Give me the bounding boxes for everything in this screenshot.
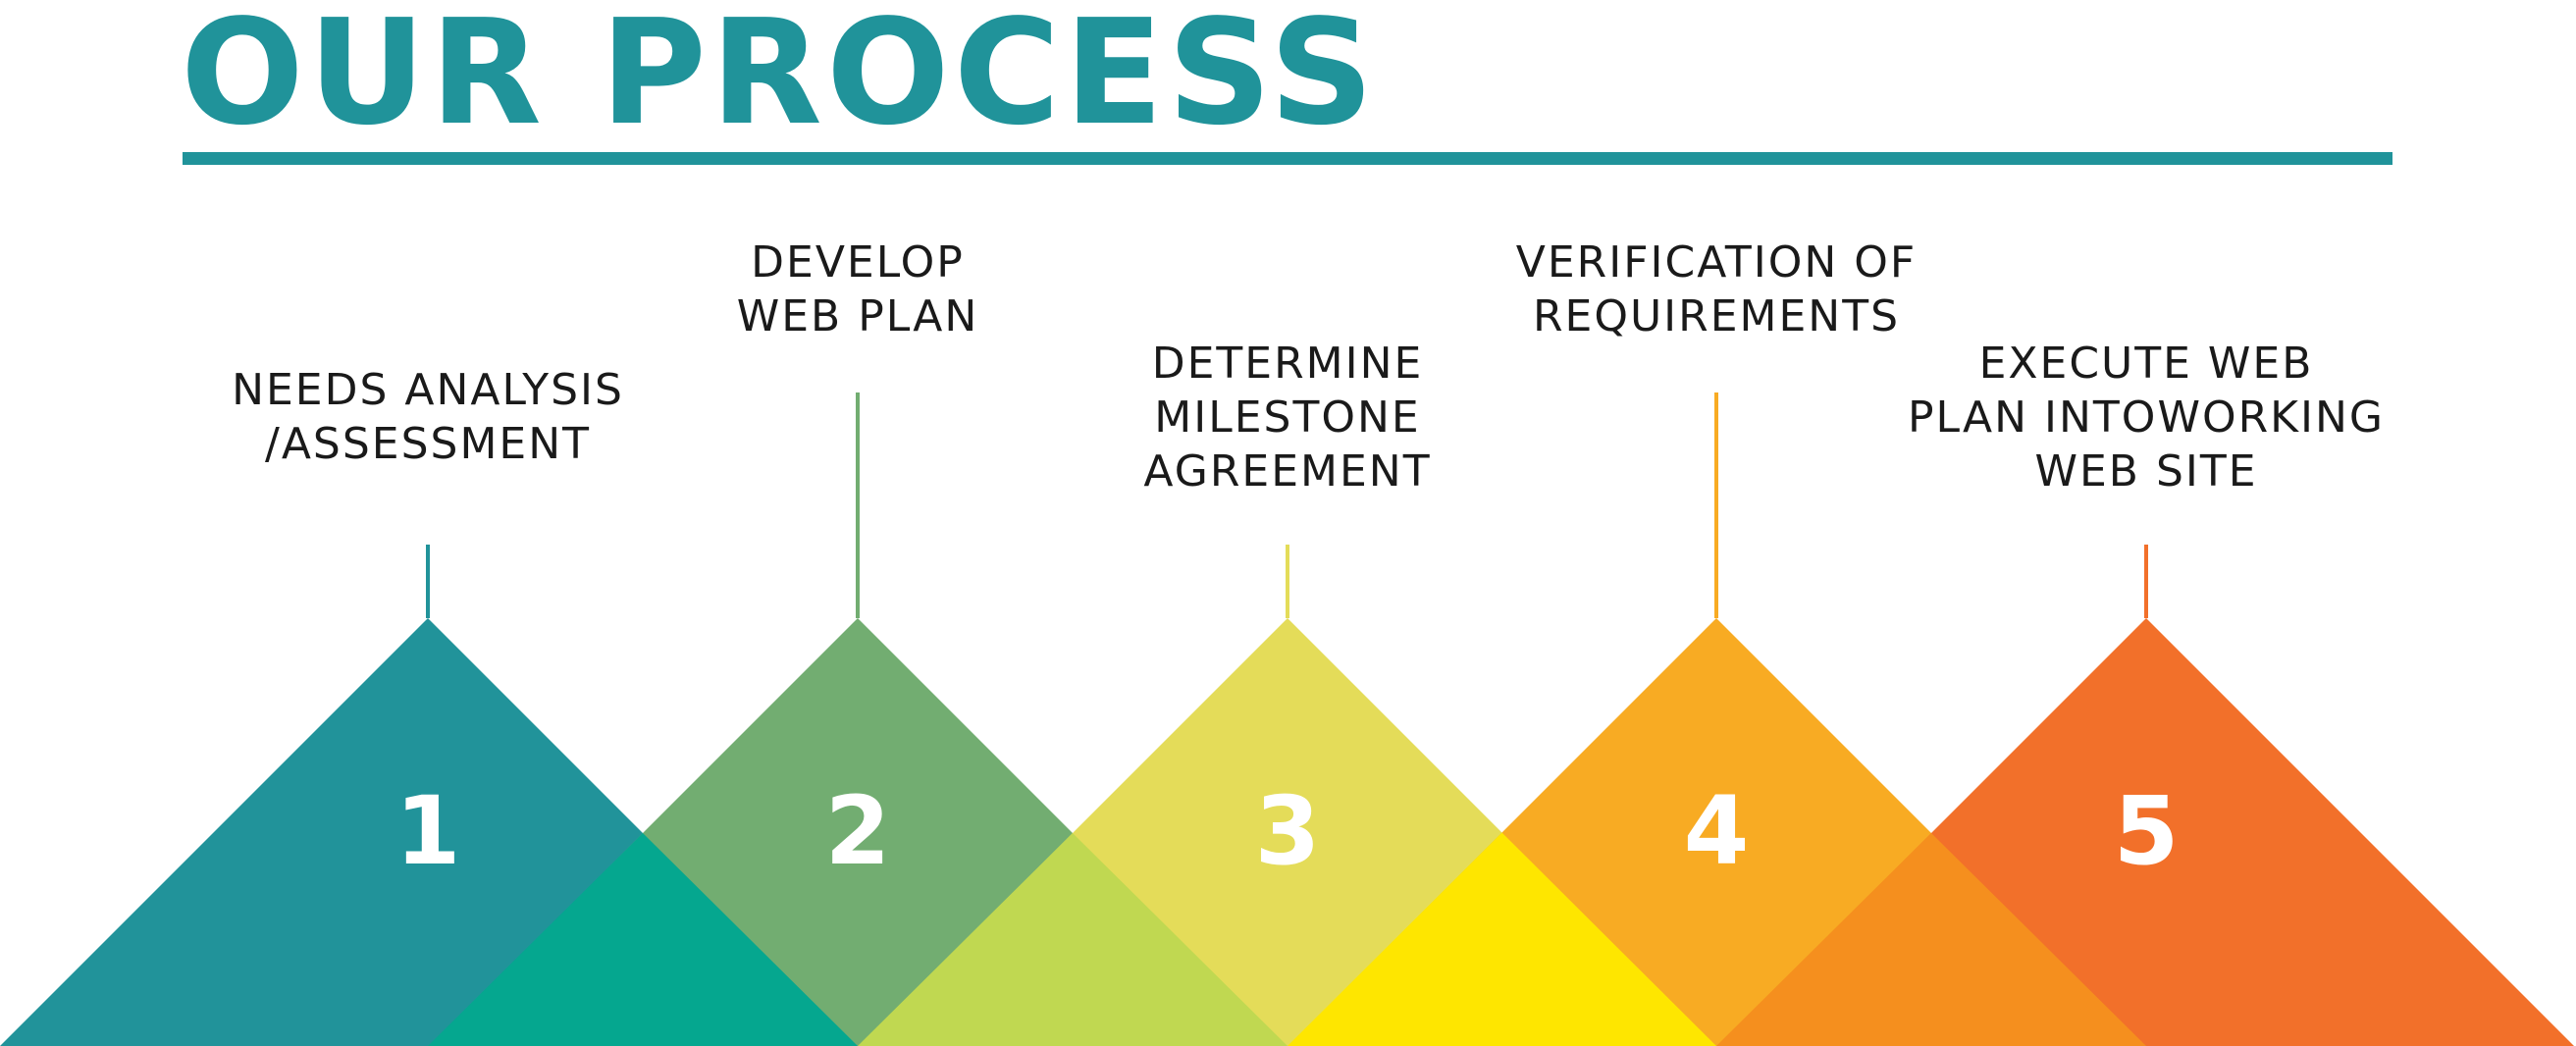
step-5-label-line: PLAN INTOWORKING: [1908, 392, 2385, 443]
step-numbers: 1 2 3 4 5: [395, 776, 2180, 886]
step-5-label-line: WEB SITE: [2034, 446, 2257, 497]
step-5-label-line: EXECUTE WEB: [1979, 339, 2314, 389]
step-4-number: 4: [1684, 776, 1750, 886]
step-3-number: 3: [1255, 776, 1321, 886]
overlap-2-3: [858, 833, 1288, 1046]
step-1-label-line: NEEDS ANALYSIS: [232, 365, 624, 415]
step-connectors: [426, 392, 2148, 618]
overlap-1-2: [428, 833, 858, 1046]
step-2-number: 2: [825, 776, 891, 886]
step-1-label-line: /ASSESSMENT: [265, 419, 591, 469]
step-5-number: 5: [2114, 776, 2180, 886]
step-3-label-line: AGREEMENT: [1143, 446, 1431, 497]
step-4-label-line: REQUIREMENTS: [1533, 291, 1900, 341]
step-3-label-line: MILESTONE: [1154, 392, 1420, 443]
step-2-label-line: DEVELOP: [751, 237, 965, 288]
step-3-label-line: DETERMINE: [1152, 339, 1424, 389]
page-title: OUR PROCESS: [181, 0, 1378, 157]
step-overlaps: [428, 832, 2146, 1046]
step-4-label-line: VERIFICATION OF: [1516, 237, 1917, 288]
overlap-3-4: [1288, 832, 1716, 1046]
title-underline: [183, 152, 2392, 165]
step-1-number: 1: [395, 776, 461, 886]
step-2-label-line: WEB PLAN: [737, 291, 979, 341]
overlap-4-5: [1716, 833, 2146, 1046]
